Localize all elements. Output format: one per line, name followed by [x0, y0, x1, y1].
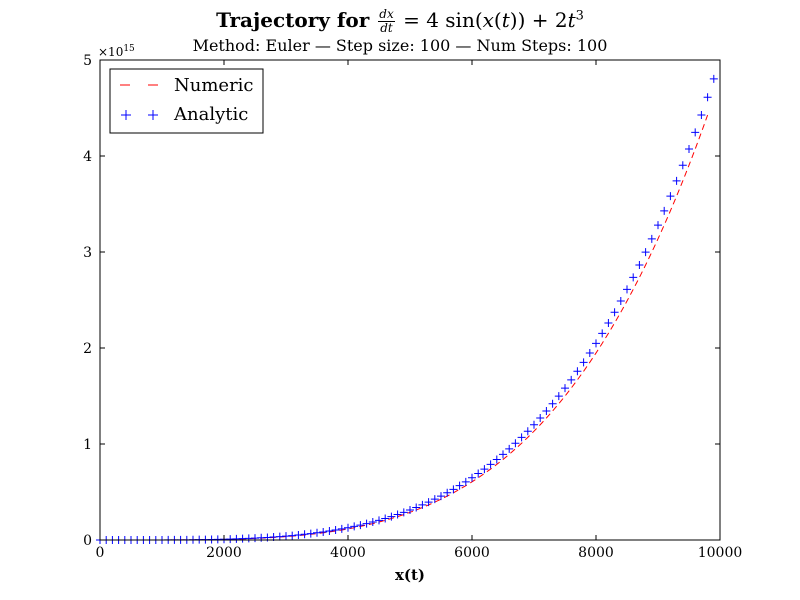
analytic-point: [567, 375, 576, 384]
analytic-point: [523, 427, 532, 436]
analytic-point: [647, 234, 656, 243]
analytic-point: [499, 450, 507, 459]
analytic-point: [474, 469, 483, 478]
analytic-point: [406, 506, 414, 514]
analytic-point: [486, 460, 495, 469]
analytic-point: [362, 519, 371, 528]
analytic-point: [616, 297, 625, 306]
x-tick-label: 4000: [330, 545, 366, 561]
analytic-point: [604, 318, 613, 327]
y-tick-label: 4: [83, 149, 92, 165]
analytic-point: [424, 498, 433, 507]
legend-analytic-label: Analytic: [173, 104, 248, 125]
analytic-point: [629, 273, 638, 282]
analytic-point: [635, 261, 644, 270]
analytic-point: [282, 532, 290, 541]
analytic-point: [542, 407, 551, 416]
x-axis-label: x(t): [395, 566, 425, 584]
x-tick-label: 10000: [698, 545, 743, 561]
analytic-point: [654, 221, 662, 230]
analytic-point: [356, 521, 365, 530]
analytic-point: [548, 399, 557, 408]
analytic-point: [561, 384, 569, 393]
analytic-point: [685, 145, 693, 154]
analytic-point: [288, 531, 297, 540]
analytic-point: [480, 465, 489, 474]
analytic-point: [325, 527, 334, 536]
analytic-point: [368, 518, 377, 527]
analytic-point: [554, 392, 563, 401]
analytic-point: [412, 503, 421, 512]
analytic-point: [455, 481, 464, 490]
analytic-point: [430, 495, 439, 504]
analytic-point: [536, 414, 545, 423]
analytic-point: [672, 176, 681, 185]
analytic-point: [468, 473, 476, 482]
analytic-point: [623, 285, 631, 294]
analytic-point: [709, 74, 718, 83]
analytic-point: [449, 485, 458, 494]
x-tick-label: 0: [96, 545, 105, 561]
analytic-point: [530, 420, 538, 429]
analytic-point: [697, 111, 706, 120]
analytic-point: [375, 516, 383, 525]
legend-analytic-marker-1: [121, 110, 131, 120]
analytic-point: [319, 527, 328, 536]
analytic-point: [350, 522, 359, 531]
analytic-point: [461, 477, 470, 486]
analytic-point: [592, 339, 600, 348]
analytic-point: [381, 514, 390, 523]
legend: Numeric Analytic: [109, 68, 264, 134]
analytic-point: [666, 192, 675, 201]
analytic-point: [585, 349, 594, 358]
analytic-point: [505, 444, 514, 453]
legend-numeric-label: Numeric: [174, 75, 254, 96]
y-tick-label: 1: [83, 437, 92, 453]
analytic-point: [579, 358, 588, 367]
analytic-point: [437, 492, 445, 501]
analytic-point: [703, 93, 712, 102]
y-exponent-label: ×1015: [98, 44, 135, 59]
analytic-point: [691, 128, 700, 137]
legend-analytic-marker-2: [148, 110, 158, 120]
plot-frame: [99, 59, 721, 541]
analytic-point: [517, 433, 526, 442]
analytic-point: [492, 455, 501, 464]
analytic-point: [313, 528, 321, 537]
analytic-point: [511, 439, 520, 448]
analytic-point: [573, 367, 582, 376]
analytic-point: [418, 500, 427, 509]
analytic-point: [344, 523, 352, 532]
analytic-point: [399, 508, 408, 517]
analytic-point: [678, 161, 687, 170]
series-numeric-line: [100, 114, 709, 541]
x-tick-label: 2000: [206, 545, 242, 561]
x-tick-label: 8000: [578, 545, 614, 561]
analytic-point: [393, 510, 402, 519]
chart-subtitle: Method: Euler — Step size: 100 — Num Ste…: [192, 36, 608, 55]
chart-title: Trajectory for dx dt = 4 sin(x(t)) + 2t3: [216, 7, 584, 35]
y-tick-label: 3: [83, 245, 92, 261]
y-tick-label: 5: [83, 53, 92, 69]
analytic-point: [610, 308, 619, 317]
analytic-point: [641, 248, 650, 257]
legend-box: [109, 68, 264, 134]
analytic-point: [660, 206, 669, 215]
analytic-point: [300, 530, 309, 539]
analytic-point: [598, 329, 607, 338]
analytic-point: [331, 525, 340, 534]
x-tick-label: 6000: [454, 545, 490, 561]
y-tick-label: 0: [83, 533, 92, 549]
analytic-point: [387, 512, 396, 521]
analytic-point: [306, 529, 315, 538]
analytic-point: [294, 530, 303, 539]
derivative-fraction: dx dt: [378, 7, 395, 35]
analytic-point: [337, 524, 346, 533]
y-tick-label: 2: [83, 341, 92, 357]
analytic-point: [443, 488, 452, 497]
